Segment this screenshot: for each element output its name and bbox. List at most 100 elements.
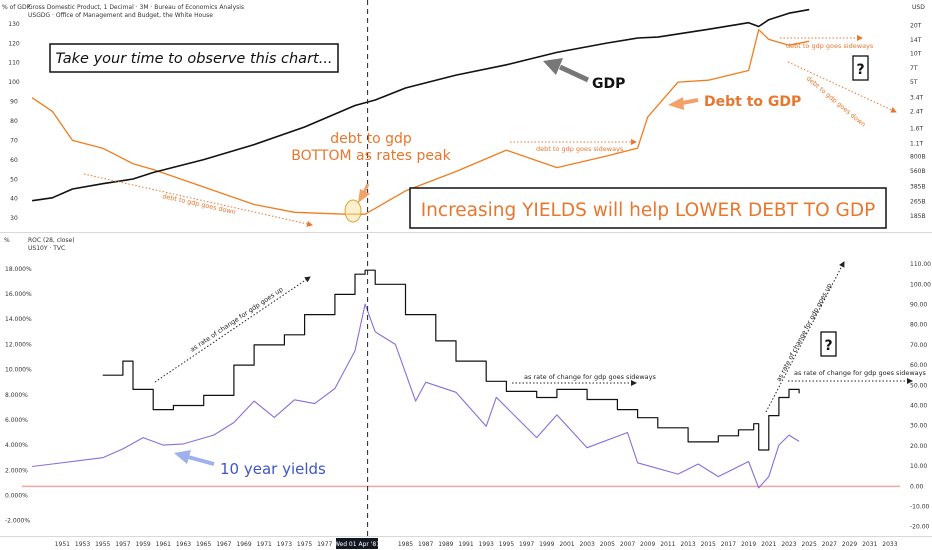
- ten-year-label: 10 year yields: [220, 460, 326, 478]
- x-axis-tick: 2001: [559, 541, 574, 548]
- x-axis-tick: 1963: [176, 541, 191, 548]
- x-axis-tick: 1965: [196, 541, 211, 548]
- top-left-tick: 120: [8, 40, 20, 47]
- bottom-left-tick: 4.000%: [5, 442, 28, 449]
- top-right-tick: 10T: [910, 51, 922, 58]
- debt-sideways-text-1: debt to gdp goes sideways: [536, 145, 624, 153]
- top-left-tick: 130: [8, 21, 20, 28]
- bottom-right-tick: 100.00: [910, 281, 931, 288]
- top-right-tick: 5T: [910, 79, 918, 86]
- roc-sideways-text-1: as rate of change for gdp goes sideways: [524, 373, 656, 381]
- bottom-right-tick: 60.00: [910, 362, 927, 369]
- bottom-left-tick: 18.000%: [5, 266, 32, 273]
- date-marker-label: Wed 01 Apr '81: [334, 541, 380, 548]
- bottom-right-tick: 70.00: [910, 342, 927, 349]
- x-axis-tick: 2005: [600, 541, 615, 548]
- top-right-tick: 385B: [910, 183, 926, 190]
- top-right-tick: 3.4T: [910, 95, 924, 102]
- bottom-highlight-circle: [344, 199, 362, 223]
- bottom-left-tick: 12.000%: [5, 341, 32, 348]
- top-left-unit: % of GDP: [2, 4, 31, 11]
- top-right-tick: 1.1T: [910, 141, 924, 148]
- x-axis-tick: 1951: [55, 541, 70, 548]
- x-axis-tick: 2021: [761, 541, 776, 548]
- observe-box-text: Take your time to observe this chart...: [55, 51, 332, 67]
- top-left-tick: 100: [8, 79, 20, 86]
- us10y-line: [32, 303, 800, 489]
- top-right-tick: 1.6T: [910, 125, 924, 132]
- roc-line: [102, 269, 800, 451]
- bottom-right-tick: 20.00: [910, 443, 927, 450]
- top-left-tick: 80: [10, 118, 18, 125]
- debt-arrow-head: [668, 97, 684, 110]
- x-axis-tick: 1995: [499, 541, 514, 548]
- yields-box: [409, 187, 887, 229]
- top-left-tick: 40: [10, 196, 18, 203]
- bottom-header-line2: US10Y · TVC: [28, 245, 65, 252]
- bottom-question-box: [820, 331, 837, 357]
- x-axis-tick: 1967: [216, 541, 231, 548]
- x-axis-tick: 1959: [135, 541, 150, 548]
- debt-sideways-text-2: debt to gdp goes sideways: [786, 42, 874, 50]
- gdp-arrow-shaft: [558, 64, 590, 83]
- date-marker-bg: [336, 538, 378, 549]
- bottom-left-tick: -2.000%: [5, 518, 30, 525]
- bottom-right-tick: 50.00: [910, 382, 927, 389]
- top-right-tick: 7T: [910, 65, 918, 72]
- bottom-question-mark: ?: [824, 338, 832, 354]
- roc-sideways-text-2: as rate of change for gdp goes sideways: [794, 369, 926, 377]
- bottom-right-tick: -20.00: [910, 524, 930, 531]
- bottom-left-tick: 14.000%: [5, 316, 32, 323]
- roc-up-arrow-2: [765, 261, 845, 413]
- bottom-left-tick: 6.000%: [5, 417, 28, 424]
- yields-arrow-head: [174, 450, 191, 464]
- top-left-tick: 90: [10, 99, 18, 106]
- debt-arrow-shaft: [681, 98, 699, 105]
- x-axis-tick: 1989: [438, 541, 453, 548]
- bottom-left-unit: %: [4, 237, 10, 244]
- x-axis-tick: 1969: [236, 541, 251, 548]
- bottom-right-tick: 80.00: [910, 322, 927, 329]
- top-right-tick: 185B: [910, 213, 926, 220]
- debt-label: Debt to GDP: [704, 94, 801, 110]
- debt-to-gdp-line: [31, 29, 810, 215]
- observe-box: [49, 43, 339, 73]
- x-axis-tick: 1971: [257, 541, 272, 548]
- bottom-left-tick: 2.000%: [5, 467, 28, 474]
- x-axis-tick: 1961: [156, 541, 171, 548]
- bottom-right-tick: -10.00: [910, 504, 930, 511]
- x-axis-tick: 1977: [317, 541, 332, 548]
- top-right-tick: 14T: [910, 37, 922, 44]
- x-axis-tick: 2015: [701, 541, 716, 548]
- yields-arrow-shaft: [187, 455, 215, 466]
- top-header-line1: Gross Domestic Product, 1 Decimal · 3M ·…: [28, 4, 244, 11]
- x-axis-tick: 2003: [580, 541, 595, 548]
- bottom-right-tick: 30.00: [910, 423, 927, 430]
- x-axis-tick: 1955: [95, 541, 110, 548]
- bottom-right-tick: 0.00: [910, 483, 924, 490]
- x-axis-tick: 2009: [640, 541, 655, 548]
- x-axis-tick: 2023: [781, 541, 796, 548]
- bottom-left-tick: 10.000%: [5, 367, 32, 374]
- top-left-tick: 110: [8, 60, 20, 67]
- bottom-header-line1: ROC (28, close): [28, 237, 75, 244]
- x-axis-tick: 1975: [297, 541, 312, 548]
- bottom-right-tick: 110.00: [910, 261, 931, 268]
- top-right-tick: 20T: [910, 22, 922, 29]
- bottom-left-tick: 0.000%: [5, 492, 28, 499]
- x-axis-tick: 1957: [115, 541, 130, 548]
- top-right-tick: 560B: [910, 168, 926, 175]
- x-axis-tick: 1973: [277, 541, 292, 548]
- roc-up-text-1: as rate of change for gdp goes up: [189, 285, 285, 353]
- top-left-tick: 60: [10, 157, 18, 164]
- bottom-right-tick: 40.00: [910, 403, 927, 410]
- top-question-mark: ?: [856, 62, 864, 78]
- gdp-arrow-head: [543, 58, 563, 75]
- x-axis-tick: 2025: [802, 541, 817, 548]
- series-layer: [31, 8, 810, 489]
- bottom-pointer-head: [358, 189, 370, 203]
- x-axis-tick: 1991: [458, 541, 473, 548]
- bottom-right-tick: 90.00: [910, 302, 927, 309]
- debt-down-arrow-2: [787, 61, 897, 113]
- top-left-tick: 50: [10, 176, 18, 183]
